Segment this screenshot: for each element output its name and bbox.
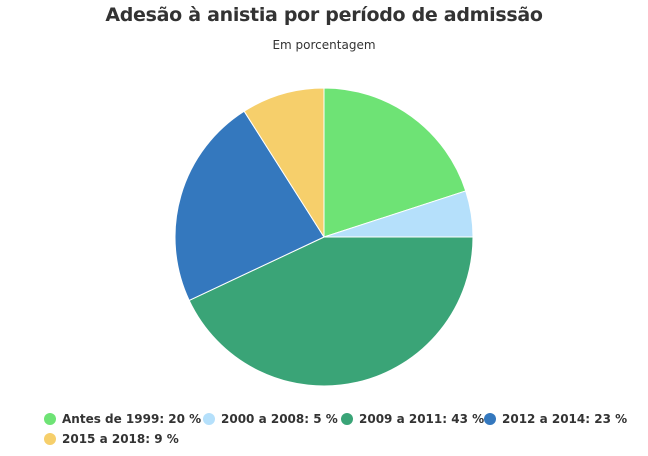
legend-item-2000-a-2008[interactable]: 2000 a 2008: 5 % [203,410,338,428]
legend-swatch [44,433,56,445]
legend-item-2015-a-2018[interactable]: 2015 a 2018: 9 % [44,430,179,448]
legend-swatch [44,413,56,425]
legend-item-antes-de-1999[interactable]: Antes de 1999: 20 % [44,410,201,428]
legend-item-2009-a-2011[interactable]: 2009 a 2011: 43 % [341,410,484,428]
legend-swatch [341,413,353,425]
pie-slice-2012-a-2014[interactable] [174,110,325,301]
legend-item-2012-a-2014[interactable]: 2012 a 2014: 23 % [484,410,627,428]
chart-subtitle: Em porcentagem [272,38,376,52]
legend-label: Antes de 1999: 20 % [62,412,202,426]
legend-label: 2009 a 2011: 43 % [359,412,485,426]
pie-slice-2009-a-2011[interactable] [188,236,474,387]
pie-slice-antes-de-1999[interactable] [323,87,467,238]
legend-label: 2012 a 2014: 23 % [502,412,628,426]
legend-label: 2000 a 2008: 5 % [221,412,338,426]
legend-label: 2015 a 2018: 9 % [62,432,179,446]
legend-swatch [203,413,215,425]
legend-swatch [484,413,496,425]
chart-title: Adesão à anistia por período de admissão [105,4,543,26]
pie-slice-2015-a-2018[interactable] [243,87,325,238]
pie-chart [174,87,474,387]
